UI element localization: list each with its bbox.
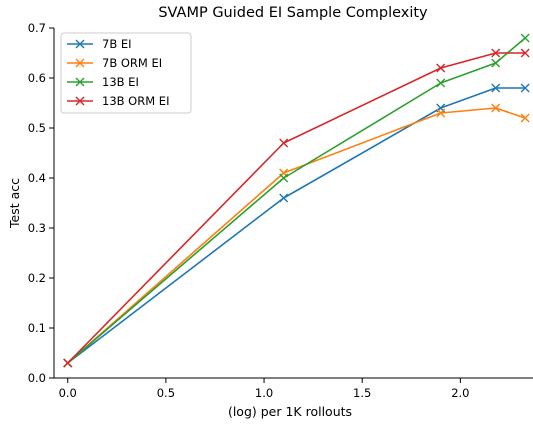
data-point-marker — [520, 48, 530, 58]
y-tick-label: 0.3 — [28, 221, 46, 235]
legend-box — [60, 32, 192, 114]
series-0 — [63, 83, 530, 368]
legend-label: 7B EI — [102, 37, 132, 51]
data-point-marker — [279, 173, 289, 183]
legend-items: 7B EI 7B ORM EI 13B EI 13B ORM EI — [67, 37, 169, 108]
data-point-marker — [279, 138, 289, 148]
y-tick-label: 0.5 — [28, 121, 46, 135]
series-3 — [63, 48, 530, 368]
legend-item: 7B EI — [67, 37, 132, 51]
legend-label: 13B ORM EI — [102, 94, 169, 108]
data-point-marker — [279, 193, 289, 203]
legend: 7B EI 7B ORM EI 13B EI 13B ORM EI — [60, 32, 192, 114]
series-line — [67, 107, 526, 364]
legend-marker-icon — [75, 58, 85, 68]
y-axis-ticks: 0.0 0.1 0.2 0.3 0.4 0.5 0.6 0.7 — [28, 21, 54, 385]
legend-marker-icon — [75, 96, 85, 106]
x-tick-label: 1.0 — [255, 386, 273, 400]
y-tick-label: 0.2 — [28, 271, 46, 285]
y-tick-label: 0.1 — [28, 321, 46, 335]
y-axis-label: Test acc — [7, 178, 22, 229]
y-tick-label: 0.6 — [28, 71, 46, 85]
data-point-marker — [491, 103, 501, 113]
data-point-marker — [63, 358, 73, 368]
x-tick-label: 0.0 — [59, 386, 77, 400]
legend-marker-icon — [75, 77, 85, 87]
y-tick-label: 0.7 — [28, 21, 46, 35]
y-tick-label: 0.0 — [28, 371, 46, 385]
y-tick-label: 0.4 — [28, 171, 46, 185]
x-tick-label: 1.5 — [353, 386, 371, 400]
legend-label: 7B ORM EI — [102, 56, 162, 70]
data-point-marker — [436, 108, 446, 118]
legend-marker-icon — [75, 39, 85, 49]
x-axis-label: (log) per 1K rollouts — [228, 404, 352, 419]
x-tick-label: 2.0 — [451, 386, 469, 400]
legend-item: 13B ORM EI — [67, 94, 169, 108]
series-layer — [63, 33, 530, 368]
legend-label: 13B EI — [102, 75, 139, 89]
x-axis-ticks: 0.0 0.5 1.0 1.5 2.0 — [59, 378, 470, 400]
data-point-marker — [520, 113, 530, 123]
plot-frame — [53, 28, 533, 379]
legend-item: 7B ORM EI — [67, 56, 162, 70]
legend-item: 13B EI — [67, 75, 139, 89]
data-point-marker — [520, 83, 530, 93]
series-1 — [63, 103, 530, 368]
data-point-marker — [491, 58, 501, 68]
data-point-marker — [491, 83, 501, 93]
data-point-marker — [436, 78, 446, 88]
series-line — [67, 87, 526, 364]
x-tick-label: 0.5 — [157, 386, 175, 400]
data-point-marker — [491, 48, 501, 58]
chart-title: SVAMP Guided EI Sample Complexity — [158, 5, 428, 21]
data-point-marker — [520, 33, 530, 43]
data-point-marker — [436, 63, 446, 73]
